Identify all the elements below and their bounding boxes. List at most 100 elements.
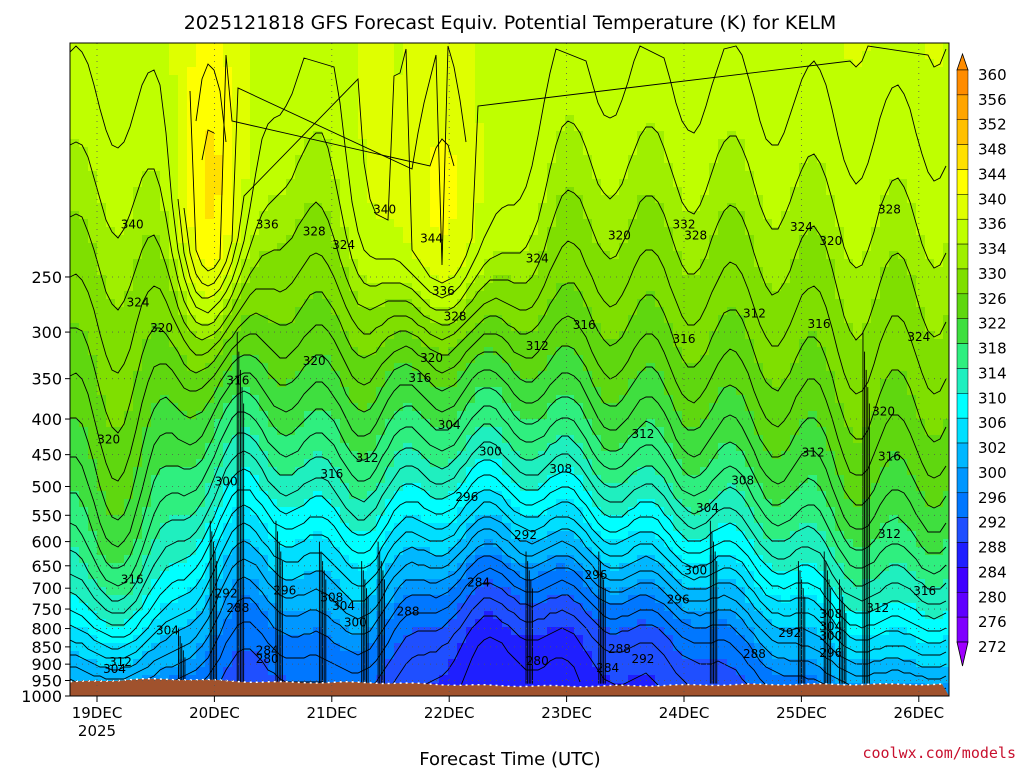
- band-cell: [205, 267, 215, 276]
- band-cell: [97, 139, 107, 148]
- band-cell: [430, 171, 440, 180]
- band-cell: [367, 419, 377, 428]
- band-cell: [331, 435, 341, 444]
- band-cell: [322, 435, 332, 444]
- band-cell: [511, 547, 521, 556]
- band-cell: [448, 307, 458, 316]
- band-cell: [439, 347, 449, 356]
- band-cell: [367, 651, 377, 660]
- band-cell: [259, 531, 269, 540]
- band-cell: [106, 147, 116, 156]
- band-cell: [520, 211, 530, 220]
- band-cell: [115, 195, 125, 204]
- band-cell: [457, 491, 467, 500]
- band-cell: [214, 627, 224, 636]
- band-cell: [502, 91, 512, 100]
- band-cell: [187, 227, 197, 236]
- band-cell: [592, 267, 602, 276]
- band-cell: [250, 179, 260, 188]
- band-cell: [160, 83, 170, 92]
- band-cell: [241, 275, 251, 284]
- band-cell: [502, 579, 512, 588]
- band-cell: [376, 259, 386, 268]
- band-cell: [313, 371, 323, 380]
- band-cell: [70, 475, 80, 484]
- band-cell: [349, 643, 359, 652]
- band-cell: [214, 563, 224, 572]
- band-cell: [610, 171, 620, 180]
- band-cell: [106, 211, 116, 220]
- band-cell: [448, 475, 458, 484]
- band-cell: [547, 227, 557, 236]
- band-cell: [124, 59, 134, 68]
- band-cell: [556, 587, 566, 596]
- band-cell: [322, 283, 332, 292]
- band-cell: [196, 507, 206, 516]
- band-cell: [142, 275, 152, 284]
- band-cell: [529, 43, 539, 52]
- band-cell: [88, 139, 98, 148]
- band-cell: [151, 635, 161, 644]
- band-cell: [511, 491, 521, 500]
- band-cell: [331, 243, 341, 252]
- band-cell: [376, 339, 386, 348]
- band-cell: [529, 379, 539, 388]
- band-cell: [187, 299, 197, 308]
- band-cell: [385, 587, 395, 596]
- band-cell: [241, 195, 251, 204]
- band-cell: [115, 43, 125, 52]
- band-cell: [124, 211, 134, 220]
- band-cell: [178, 75, 188, 84]
- band-cell: [439, 163, 449, 172]
- band-cell: [475, 211, 485, 220]
- band-cell: [448, 203, 458, 212]
- band-cell: [241, 603, 251, 612]
- band-cell: [475, 203, 485, 212]
- band-cell: [466, 427, 476, 436]
- band-cell: [196, 107, 206, 116]
- band-cell: [88, 627, 98, 636]
- band-cell: [70, 235, 80, 244]
- band-cell: [547, 155, 557, 164]
- band-cell: [412, 467, 422, 476]
- band-cell: [520, 91, 530, 100]
- band-cell: [115, 467, 125, 476]
- band-cell: [268, 363, 278, 372]
- band-cell: [547, 91, 557, 100]
- band-cell: [439, 475, 449, 484]
- band-cell: [520, 259, 530, 268]
- band-cell: [313, 131, 323, 140]
- band-cell: [511, 587, 521, 596]
- band-cell: [268, 451, 278, 460]
- band-cell: [295, 235, 305, 244]
- band-cell: [115, 659, 125, 668]
- band-cell: [583, 275, 593, 284]
- band-cell: [124, 595, 134, 604]
- band-cell: [493, 219, 503, 228]
- band-cell: [106, 379, 116, 388]
- band-cell: [457, 635, 467, 644]
- band-cell: [223, 659, 233, 668]
- band-cell: [484, 619, 494, 628]
- band-cell: [583, 291, 593, 300]
- band-cell: [493, 347, 503, 356]
- band-cell: [520, 299, 530, 308]
- band-cell: [268, 67, 278, 76]
- band-cell: [457, 339, 467, 348]
- band-cell: [610, 595, 620, 604]
- band-cell: [439, 267, 449, 276]
- band-cell: [142, 203, 152, 212]
- band-cell: [601, 307, 611, 316]
- band-cell: [88, 435, 98, 444]
- band-cell: [79, 427, 89, 436]
- band-cell: [313, 139, 323, 148]
- band-cell: [385, 251, 395, 260]
- band-cell: [151, 83, 161, 92]
- band-cell: [376, 235, 386, 244]
- band-cell: [160, 435, 170, 444]
- band-cell: [565, 179, 575, 188]
- band-cell: [322, 579, 332, 588]
- band-cell: [412, 203, 422, 212]
- band-cell: [196, 331, 206, 340]
- band-cell: [574, 523, 584, 532]
